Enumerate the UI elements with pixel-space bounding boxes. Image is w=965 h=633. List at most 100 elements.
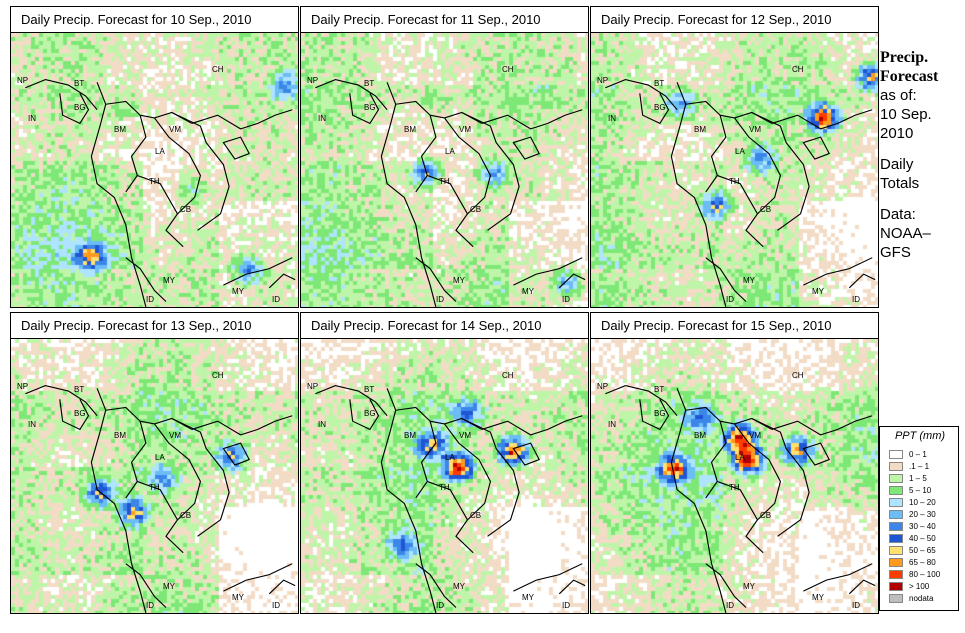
country-code-label: BT [364,79,375,88]
border-line [90,82,147,307]
legend-label: > 100 [909,582,930,591]
border-line [427,174,474,248]
legend-swatch [889,558,903,567]
border-line [223,257,293,286]
country-code-label: MY [812,593,824,602]
border-line [685,100,773,124]
country-code-label: ID [726,601,734,610]
country-code-label: BM [694,125,706,134]
country-code-label: MY [453,582,465,591]
precip-grid [591,33,878,307]
forecast-panel-3: Daily Precip. Forecast for 12 Sep., 2010… [590,6,879,308]
legend-swatch [889,534,903,543]
side-annotation: Precip. Forecast as of: 10 Sep. 2010 Dai… [880,48,962,262]
country-code-label: NP [597,76,609,85]
country-code-label: TH [439,177,450,186]
country-code-label: BT [364,385,375,394]
country-code-label: VM [169,125,181,134]
country-code-label: TH [149,177,160,186]
border-line [802,136,831,160]
country-code-label: BM [404,431,416,440]
country-borders [605,385,876,613]
legend-swatch [889,522,903,531]
country-code-label: BG [74,409,86,418]
country-code-label: ID [436,295,444,304]
border-line [605,79,678,111]
border-line [803,257,873,286]
legend-item: 40 – 50 [889,533,959,544]
ppt-legend: PPT (mm) 0 – 1 .1 – 1 1 – 5 5 – 10 10 – 20 20… [879,426,959,611]
border-line [670,82,727,307]
legend-label: 0 – 1 [909,450,927,459]
border-line [315,385,388,417]
border-line [639,399,670,431]
border-line [558,273,586,289]
border-line [734,423,782,521]
panel-title: Daily Precip. Forecast for 15 Sep., 2010 [590,312,879,338]
country-code-label: LA [155,147,165,156]
country-code-label: BG [654,103,666,112]
border-line [171,111,230,231]
country-code-label: BM [114,125,126,134]
border-line [734,117,782,215]
country-code-label: IN [608,420,616,429]
legend-item: 1 – 5 [889,473,959,484]
country-borders [25,385,296,613]
precip-map: CH NP BT IN BG BM VM LA TH CB MY MY ID ID [10,32,299,308]
country-code-label: BM [114,431,126,440]
legend-item: 5 – 10 [889,485,959,496]
border-line [513,257,583,286]
legend-swatch [889,570,903,579]
country-code-label: MY [743,582,755,591]
border-line [717,174,764,248]
country-code-label: BT [74,385,85,394]
country-code-label: IN [28,420,36,429]
data-source-line-1: Data: [880,206,916,223]
country-code-label: ID [272,601,280,610]
border-line [90,388,147,613]
border-line [154,423,202,521]
country-code-label: LA [155,453,165,462]
border-line [268,273,296,289]
country-code-label: CH [502,65,514,74]
precip-map: CH NP BT IN BG BM VM LA TH CB MY MY ID ID [590,338,879,614]
country-code-label: MY [232,287,244,296]
heading-line-2: Forecast [880,68,939,85]
country-code-label: VM [749,125,761,134]
data-source-line-3: GFS [880,244,911,261]
precip-map: CH NP BT IN BG BM VM LA TH CB MY MY ID ID [590,32,879,308]
border-line [191,109,293,130]
country-code-label: BT [654,385,665,394]
country-borders [25,79,296,307]
country-code-label: MY [522,593,534,602]
heading-line-1: Precip. [880,49,929,66]
border-line [461,111,520,231]
border-line [461,417,520,537]
country-code-label: MY [522,287,534,296]
border-line [191,415,293,436]
country-code-label: TH [729,177,740,186]
border-line [848,273,876,289]
country-code-label: CB [180,511,192,520]
country-borders [605,79,876,307]
border-line [639,93,670,125]
legend-swatch [889,462,903,471]
border-line [222,136,251,160]
forecast-panel-5: Daily Precip. Forecast for 14 Sep., 2010… [300,312,589,614]
forecast-date-line-1: 10 Sep. [880,106,932,123]
country-code-label: ID [146,295,154,304]
legend-item: 20 – 30 [889,509,959,520]
country-borders [315,385,586,613]
border-line [268,579,296,595]
country-code-label: MY [743,276,755,285]
country-code-label: MY [163,582,175,591]
country-code-label: ID [562,601,570,610]
border-line [558,579,586,595]
border-line [605,385,678,417]
country-code-label: CB [180,205,192,214]
border-line [802,442,831,466]
country-code-label: MY [163,276,175,285]
border-line [848,579,876,595]
country-code-label: ID [272,295,280,304]
country-code-label: CH [792,65,804,74]
